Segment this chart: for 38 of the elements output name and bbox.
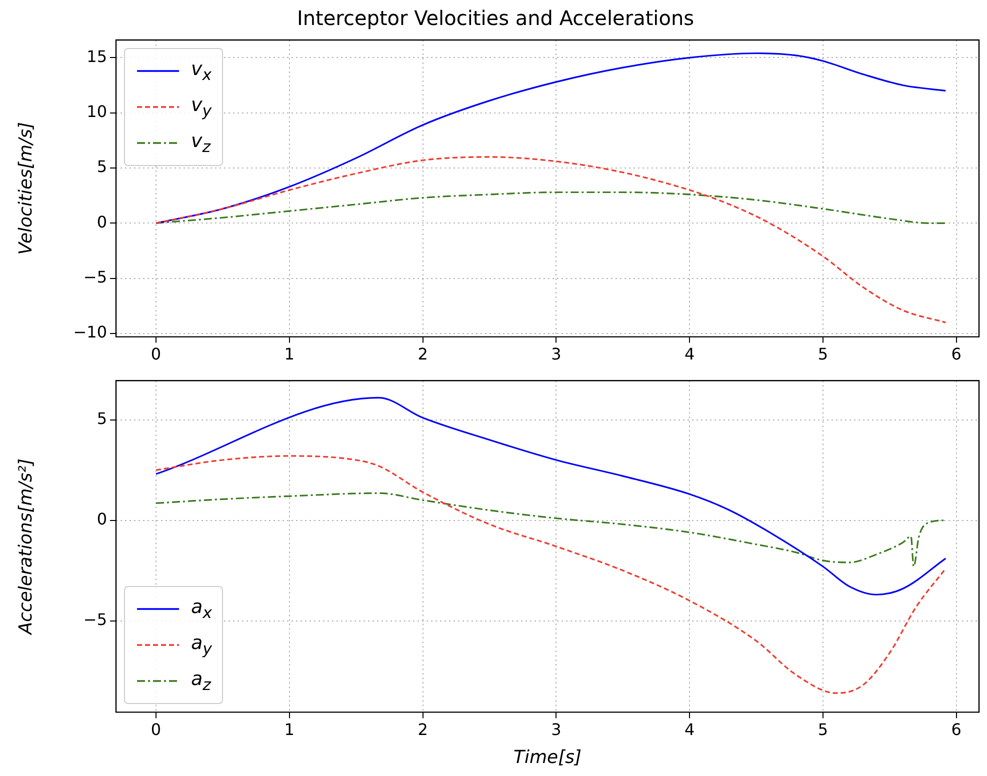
legend-label: a$_{y}$ xyxy=(191,632,212,658)
x-tick-label: 1 xyxy=(284,344,294,364)
x-tick-label: 4 xyxy=(684,344,695,364)
legend-label: v$_{x}$ xyxy=(191,58,212,84)
x-tick-label: 3 xyxy=(551,344,562,364)
line-series xyxy=(155,396,946,596)
y-tick-label: −10 xyxy=(73,322,107,342)
chart-title: Interceptor Velocities and Accelerations xyxy=(296,6,694,30)
legend-label: a$_{x}$ xyxy=(191,596,212,622)
y-tick-label: 0 xyxy=(96,212,107,232)
legend-label: v$_{z}$ xyxy=(191,130,211,156)
y-tick-label: −5 xyxy=(83,267,107,286)
x-tick-label: 6 xyxy=(951,344,962,364)
x-tick-label: 6 xyxy=(951,720,962,739)
x-tick-label: 0 xyxy=(150,720,162,739)
x-tick-label: 3 xyxy=(551,720,562,739)
line-series xyxy=(155,156,946,324)
y-tick-label: 10 xyxy=(86,102,107,121)
y-tick-label: 0 xyxy=(96,509,107,528)
line-series xyxy=(155,191,946,224)
x-axis-title: Time[s] xyxy=(513,746,582,768)
line-series xyxy=(155,492,946,568)
legend-label: a$_{z}$ xyxy=(191,668,211,694)
x-tick-label: 0 xyxy=(150,344,162,364)
x-tick-label: 2 xyxy=(418,344,428,364)
y-axis-title: Velocities[m/s] xyxy=(15,122,36,255)
x-tick-label: 2 xyxy=(418,720,428,739)
line-series xyxy=(155,455,946,694)
legend-label: v$_{y}$ xyxy=(191,94,212,120)
y-axis-title: Accelerations[m/s²] xyxy=(15,458,36,636)
y-tick-label: 5 xyxy=(96,408,107,428)
y-tick-label: 15 xyxy=(86,46,107,66)
x-tick-label: 5 xyxy=(818,344,828,364)
x-tick-label: 1 xyxy=(284,720,294,739)
x-tick-label: 4 xyxy=(684,720,695,739)
y-tick-label: −5 xyxy=(83,610,107,629)
y-tick-label: 5 xyxy=(96,157,107,176)
x-tick-label: 5 xyxy=(818,720,828,739)
